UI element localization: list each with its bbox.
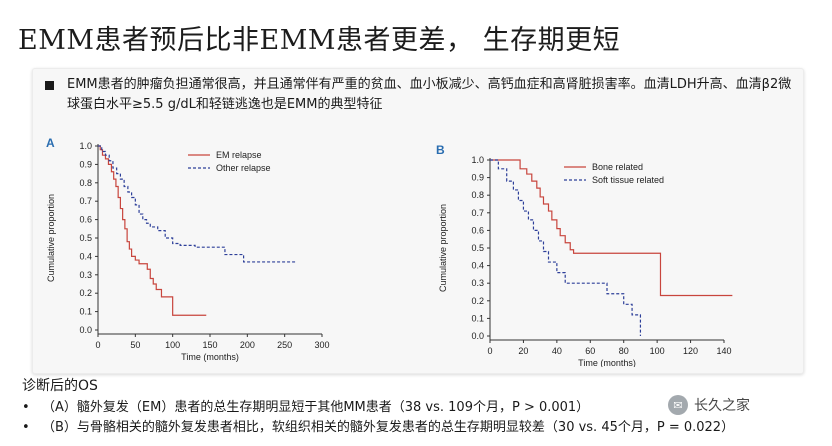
y-tick-label: 0.3 <box>79 270 92 280</box>
x-tick-label: 40 <box>552 346 562 356</box>
series-line-1 <box>490 159 733 297</box>
y-tick-label: 0.6 <box>79 215 92 225</box>
legend-label: Soft tissue related <box>592 175 664 185</box>
y-tick-label: 1.0 <box>471 155 484 165</box>
series-line-2 <box>98 145 296 263</box>
footer: 诊断后的OS • （A）髓外复发（EM）患者的总生存期明显短于其他MM患者（38… <box>16 375 816 438</box>
y-axis-label: Cumulative proportion <box>438 204 448 292</box>
square-bullet-icon <box>45 81 54 90</box>
y-tick-label: 0.4 <box>79 251 92 261</box>
slide-title: EMM患者预后比非EMM患者更差， 生存期更短 <box>18 25 621 56</box>
y-tick-label: 0.9 <box>79 159 92 169</box>
y-tick-label: 0.5 <box>471 243 484 253</box>
footer-heading: 诊断后的OS <box>22 378 98 394</box>
y-tick-label: 0.9 <box>471 173 484 183</box>
bullet-dot: • <box>22 400 30 415</box>
wechat-icon: ✉ <box>668 395 688 415</box>
x-axis-label: Time (months) <box>578 358 636 367</box>
y-tick-label: 0.2 <box>79 288 92 298</box>
x-tick-label: 100 <box>165 340 180 350</box>
legend-label: EM relapse <box>216 150 262 160</box>
y-tick-label: 0.8 <box>471 190 484 200</box>
watermark: ✉ 长久之家 <box>668 392 818 418</box>
y-tick-label: 0.7 <box>471 208 484 218</box>
legend-label: Other relapse <box>216 163 271 173</box>
x-tick-label: 0 <box>95 340 100 350</box>
x-tick-label: 140 <box>716 346 731 356</box>
content-panel: EMM患者的肿瘤负担通常很高，并且通常伴有严重的贫血、血小板减少、高钙血症和高肾… <box>32 68 804 374</box>
chart-a: A 0.0 0.1 0.2 0.3 0.4 0.5 0.6 0.7 0.8 0.9 1.0 0 50 100… <box>46 136 330 362</box>
footer-item-text: （B）与骨骼相关的髓外复发患者相比，软组织相关的髓外复发患者的总生存期明显较差（… <box>42 420 735 435</box>
bullet-dot: • <box>22 420 30 435</box>
y-tick-label: 0.1 <box>79 307 92 317</box>
footer-item: • （B）与骨骼相关的髓外复发患者相比，软组织相关的髓外复发患者的总生存期明显较… <box>16 418 816 438</box>
y-tick-label: 0.5 <box>79 233 92 243</box>
chart-b: B 0.0 0.1 0.2 0.3 0.4 0.5 0.6 0.7 0.8 0.9 1.0 0 20 40 6… <box>436 143 733 367</box>
watermark-text: 长久之家 <box>694 398 750 414</box>
x-tick-label: 150 <box>202 340 217 350</box>
x-tick-label: 60 <box>585 346 595 356</box>
x-tick-label: 300 <box>314 340 329 350</box>
x-tick-label: 20 <box>518 346 528 356</box>
x-tick-label: 0 <box>487 346 492 356</box>
y-tick-label: 0.3 <box>471 278 484 288</box>
y-tick-label: 0.6 <box>471 225 484 235</box>
panel-label: A <box>46 136 55 150</box>
y-axis-label: Cumulative proportion <box>46 194 56 282</box>
summary-text: EMM患者的肿瘤负担通常很高，并且通常伴有严重的贫血、血小板减少、高钙血症和高肾… <box>67 77 792 112</box>
y-tick-label: 1.0 <box>79 141 92 151</box>
footer-item-text: （A）髓外复发（EM）患者的总生存期明显短于其他MM患者（38 vs. 109个… <box>42 400 590 415</box>
y-tick-label: 0.4 <box>471 261 484 271</box>
y-tick-label: 0.2 <box>471 296 484 306</box>
x-tick-label: 250 <box>277 340 292 350</box>
y-tick-label: 0.1 <box>471 313 484 323</box>
series-line-2 <box>490 159 642 336</box>
x-axis-label: Time (months) <box>181 352 239 362</box>
x-tick-label: 120 <box>683 346 698 356</box>
x-tick-label: 100 <box>650 346 665 356</box>
x-tick-label: 80 <box>619 346 629 356</box>
legend-label: Bone related <box>592 162 643 172</box>
y-tick-label: 0.7 <box>79 196 92 206</box>
x-tick-label: 50 <box>130 340 140 350</box>
footer-item: • （A）髓外复发（EM）患者的总生存期明显短于其他MM患者（38 vs. 10… <box>16 398 816 418</box>
series-line-1 <box>98 145 207 316</box>
y-tick-label: 0.8 <box>79 178 92 188</box>
y-tick-label: 0.0 <box>471 331 484 341</box>
x-tick-label: 200 <box>240 340 255 350</box>
panel-label: B <box>436 143 445 157</box>
y-tick-label: 0.0 <box>79 325 92 335</box>
